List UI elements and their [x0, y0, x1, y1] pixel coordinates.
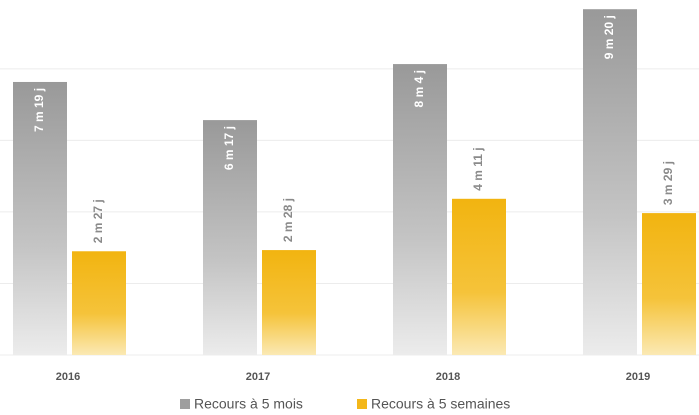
- value-label: 3 m 29 j: [661, 161, 675, 205]
- bar: [583, 9, 637, 355]
- value-label: 2 m 27 j: [91, 199, 105, 243]
- legend-label: Recours à 5 mois: [194, 396, 303, 412]
- legend-swatch: [357, 399, 367, 409]
- bar: [72, 251, 126, 355]
- value-label: 8 m 4 j: [412, 70, 426, 107]
- value-label: 7 m 19 j: [32, 88, 46, 132]
- legend-label: Recours à 5 semaines: [371, 396, 510, 412]
- bar: [262, 250, 316, 355]
- x-tick-label: 2016: [56, 371, 80, 383]
- value-label: 9 m 20 j: [602, 15, 616, 59]
- chart: 2016 7 m 19 j 2 m 27 j 2017 6 m 17 j 2 m 28 j…: [0, 0, 699, 415]
- value-label: 4 m 11 j: [471, 147, 485, 190]
- legend-swatch: [180, 399, 190, 409]
- x-tick-label: 2018: [436, 371, 460, 383]
- bar: [452, 199, 506, 355]
- value-label: 6 m 17 j: [222, 126, 236, 170]
- x-tick-label: 2019: [626, 371, 650, 383]
- bar: [642, 213, 696, 355]
- value-label: 2 m 28 j: [281, 198, 295, 242]
- x-tick-label: 2017: [246, 371, 270, 383]
